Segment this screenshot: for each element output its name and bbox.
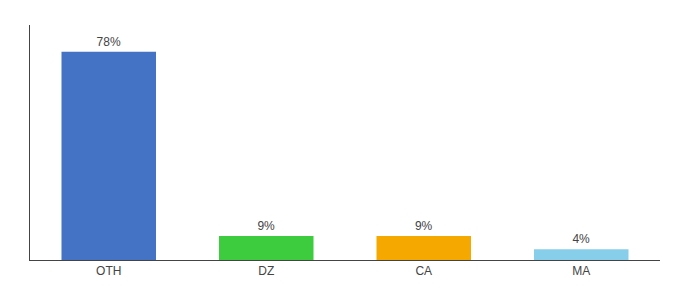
svg-text:DZ: DZ: [258, 264, 274, 278]
svg-text:MA: MA: [572, 264, 590, 278]
svg-text:4%: 4%: [572, 232, 590, 246]
svg-text:CA: CA: [415, 264, 432, 278]
svg-text:9%: 9%: [415, 219, 433, 233]
svg-text:OTH: OTH: [96, 264, 121, 278]
svg-text:9%: 9%: [257, 219, 275, 233]
svg-text:78%: 78%: [97, 35, 121, 49]
